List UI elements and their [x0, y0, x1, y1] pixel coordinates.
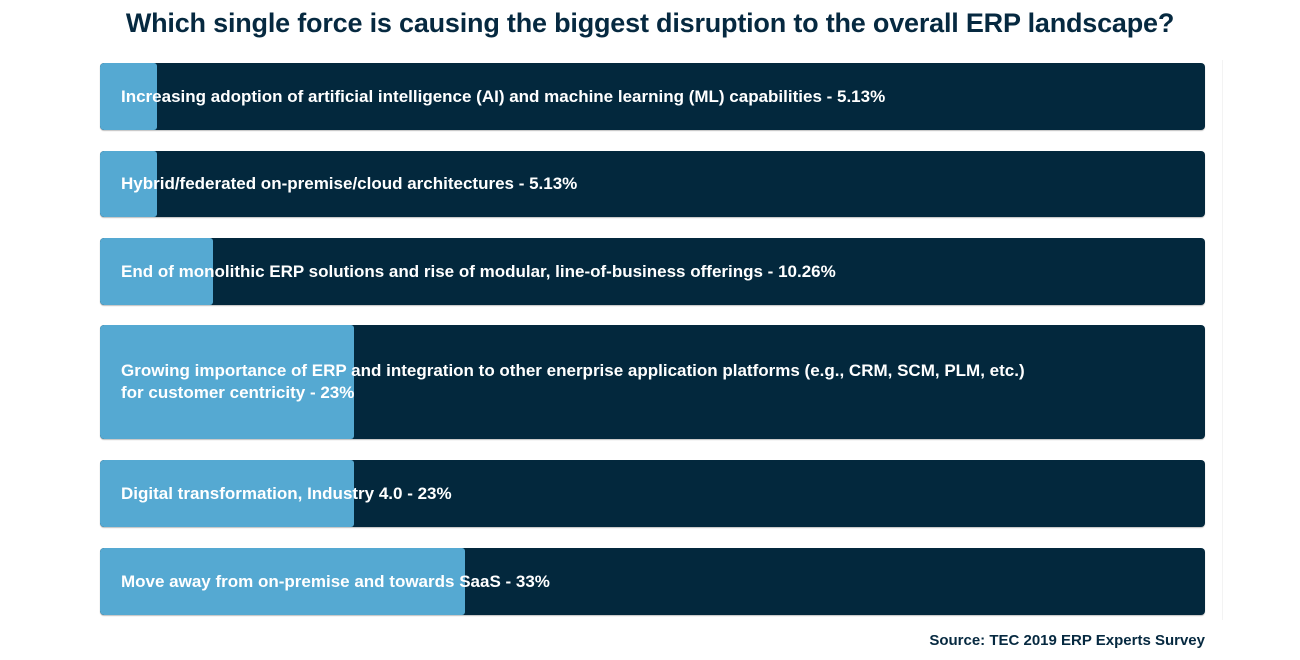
bar-track: Move away from on-premise and towards Sa…	[100, 548, 1205, 615]
bar-label: Move away from on-premise and towards Sa…	[121, 571, 550, 591]
bar-label: End of monolithic ERP solutions and rise…	[121, 261, 836, 281]
bar-fill	[100, 325, 355, 439]
bar-fill	[100, 460, 355, 527]
bar-label: Growing importance of ERP and integratio…	[121, 361, 1025, 402]
bar-label: Increasing adoption of artificial intell…	[121, 86, 886, 106]
bar-track: End of monolithic ERP solutions and rise…	[100, 238, 1205, 305]
bar-track: Increasing adoption of artificial intell…	[100, 63, 1205, 130]
bar-label: Hybrid/federated on-premise/cloud archit…	[121, 174, 578, 193]
chart-title: Which single force is causing the bigges…	[125, 8, 1175, 38]
bar-track: Hybrid/federated on-premise/cloud archit…	[100, 151, 1205, 217]
bar-fill	[100, 151, 157, 217]
divider	[1222, 60, 1223, 620]
bar-chart: Increasing adoption of artificial intell…	[100, 63, 1205, 615]
bar-track: Growing importance of ERP and integratio…	[100, 325, 1205, 439]
bar-label: Digital transformation, Industry 4.0 - 2…	[121, 483, 452, 503]
source-note: Source: TEC 2019 ERP Experts Survey	[929, 632, 1205, 649]
bar-fill	[100, 548, 465, 615]
bar-fill	[100, 63, 157, 130]
bar-track: Digital transformation, Industry 4.0 - 2…	[100, 460, 1205, 527]
bar-fill	[100, 238, 214, 305]
